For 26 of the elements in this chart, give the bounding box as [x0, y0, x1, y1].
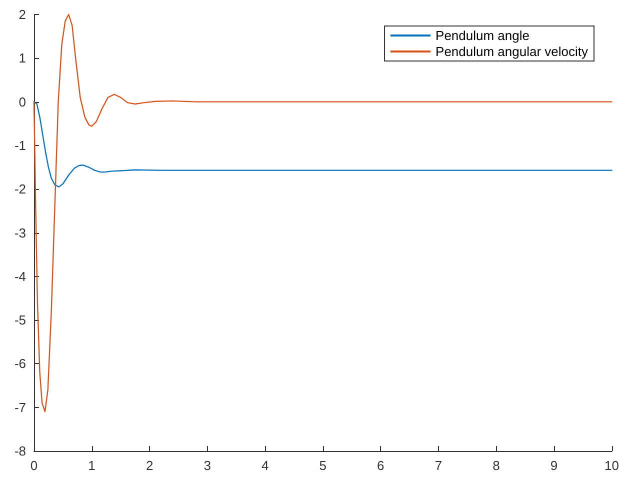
x-tick-label: 9 — [550, 458, 558, 473]
y-tick-label: -8 — [14, 444, 26, 458]
y-tick-label: -4 — [14, 268, 26, 284]
line-series — [33, 14, 612, 412]
y-tick-label: -6 — [14, 356, 26, 372]
x-tick-label: 5 — [319, 458, 326, 473]
y-tick-label: -2 — [14, 182, 26, 197]
x-tick-label: 8 — [492, 458, 500, 473]
y-tick-label: -3 — [14, 225, 26, 240]
x-tick-label: 3 — [204, 458, 211, 473]
x-tick-label: 1 — [88, 458, 96, 473]
y-tick-label: -7 — [14, 400, 26, 415]
y-tick-label: 2 — [18, 7, 26, 22]
x-tick-label: 7 — [434, 458, 442, 473]
y-tick-label: 0 — [18, 94, 26, 110]
y-tick-label: -5 — [14, 312, 26, 328]
x-tick-label: 10 — [604, 458, 620, 473]
x-tick-label: 0 — [30, 458, 38, 473]
y-tick-label: -1 — [14, 138, 26, 153]
x-tick-label: 6 — [377, 458, 384, 473]
line-series — [33, 101, 612, 188]
legend-label: Pendulum angle — [436, 28, 530, 43]
x-tick-label: 4 — [261, 458, 269, 473]
y-tick-label: 1 — [18, 50, 26, 66]
legend-label: Pendulum angular velocity — [436, 44, 588, 59]
x-tick-label: 2 — [146, 458, 154, 473]
